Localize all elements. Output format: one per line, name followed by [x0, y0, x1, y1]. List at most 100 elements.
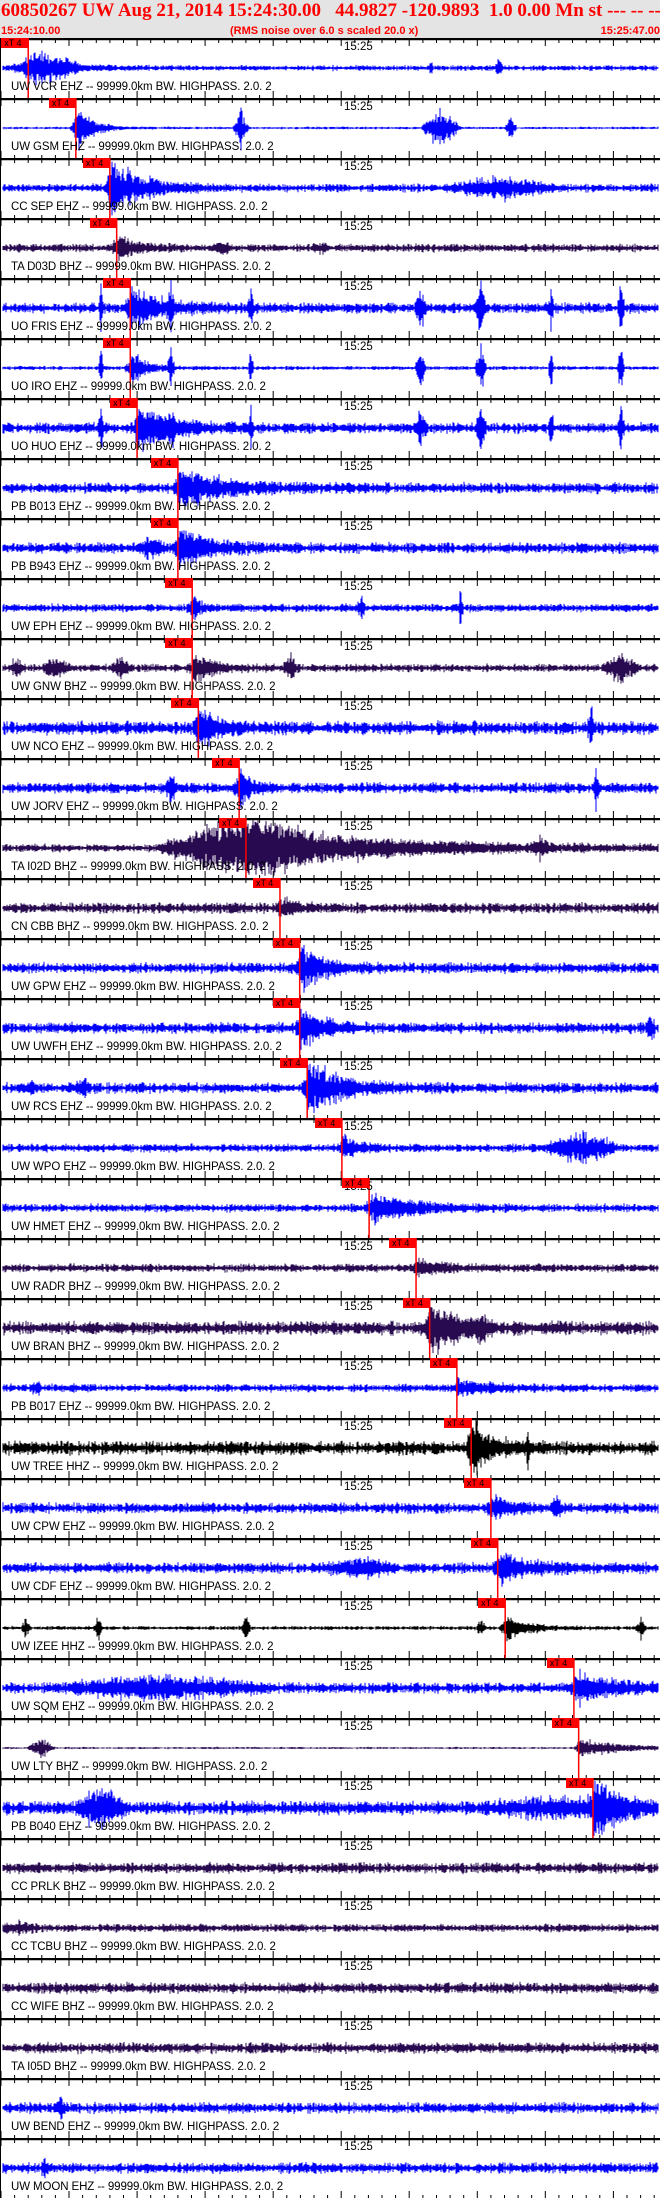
station-label: UW SQM EHZ -- 99999.0km BW. HIGHPASS. 2.… [11, 1701, 274, 1713]
time-axis [1, 158, 660, 218]
time-axis [1, 938, 660, 998]
pick-marker: xT 4 [402, 1298, 430, 1308]
waveform [2, 404, 659, 452]
station-label: TA D03D BHZ -- 99999.0km BW. HIGHPASS. 2… [11, 261, 271, 273]
trace-row: 15:25 UW JORV EHZ -- 99999.0km BW. HIGHPA… [1, 758, 660, 818]
trace-row: 15:25 TA I02D BHZ -- 99999.0km BW. HIGHPA… [1, 818, 660, 878]
pick-marker: xT 4 [218, 818, 246, 828]
trace-row: 15:25 CN CBB BHZ -- 99999.0km BW. HIGHPAS… [1, 878, 660, 938]
tick-label: 15:25 [344, 161, 373, 173]
waveform [2, 706, 659, 747]
trace-row: 15:25 CC WIFE BHZ -- 99999.0km BW. HIGHPA… [1, 1958, 660, 2018]
pick-marker: xT 4 [272, 998, 300, 1008]
waveform [2, 820, 659, 876]
station-label: PB B040 EHZ -- 99999.0km BW. HIGHPASS. 2… [11, 1821, 271, 1833]
station-label: UW JORV EHZ -- 99999.0km BW. HIGHPASS. 2… [11, 801, 278, 813]
waveform [2, 161, 659, 216]
station-label: PB B943 EHZ -- 99999.0km BW. HIGHPASS. 2… [11, 561, 271, 573]
time-axis [1, 1958, 660, 2018]
trace-row: 15:25 UW LTY BHZ -- 99999.0km BW. HIGHPAS… [1, 1718, 660, 1778]
waveform [2, 1552, 659, 1587]
trace-row: 15:25 UW MOON EHZ -- 99999.0km BW. HIGHPA… [1, 2138, 660, 2198]
event-title: 60850267 UW Aug 21, 2014 15:24:30.00 44.… [1, 0, 660, 21]
station-label: UW GPW EHZ -- 99999.0km BW. HIGHPASS. 2.… [11, 981, 275, 993]
pick-marker: xT 4 [171, 698, 199, 708]
tick-label: 15:25 [344, 1901, 373, 1913]
time-axis [1, 638, 660, 698]
tick-label: 15:25 [344, 761, 373, 773]
trace-row: 15:25 UW RCS EHZ -- 99999.0km BW. HIGHPAS… [1, 1058, 660, 1118]
trace-row: 15:25 UW RADR BHZ -- 99999.0km BW. HIGHPA… [1, 1238, 660, 1298]
waveform [2, 1919, 659, 1936]
trace-row: 15:25 UW UWFH EHZ -- 99999.0km BW. HIGHPA… [1, 998, 660, 1058]
tick-label: 15:25 [344, 461, 373, 473]
time-axis [1, 818, 660, 878]
pick-marker: xT 4 [48, 98, 76, 108]
waveform [2, 280, 659, 333]
pick-marker: xT 4 [389, 1238, 417, 1248]
pick-marker: xT 4 [478, 1598, 506, 1608]
time-axis [1, 578, 660, 638]
station-label: UW CDF EHZ -- 99999.0km BW. HIGHPASS. 2.… [11, 1581, 271, 1593]
pick-marker: xT 4 [82, 158, 110, 168]
station-label: UW RCS EHZ -- 99999.0km BW. HIGHPASS. 2.… [11, 1101, 272, 1113]
tick-label: 15:25 [344, 881, 373, 893]
scaling-note: (RMS noise over 6.0 s scaled 20.0 x) [230, 25, 419, 37]
trace-row: 15:25 PB B013 EHZ -- 99999.0km BW. HIGHPA… [1, 458, 660, 518]
tick-label: 15:25 [344, 821, 373, 833]
station-label: TA I02D BHZ -- 99999.0km BW. HIGHPASS. 2… [11, 861, 266, 873]
tick-label: 15:25 [344, 41, 373, 53]
tick-label: 15:25 [344, 1361, 373, 1373]
station-label: UW NCO EHZ -- 99999.0km BW. HIGHPASS. 2.… [11, 741, 273, 753]
station-label: UW BRAN BHZ -- 99999.0km BW. HIGHPASS. 2… [11, 1341, 280, 1353]
tick-label: 15:25 [344, 941, 373, 953]
waveform [2, 470, 659, 507]
waveform [2, 107, 659, 151]
waveform [2, 1008, 659, 1050]
pick-marker: xT 4 [252, 878, 280, 888]
waveform [2, 235, 659, 261]
station-label: TA I05D BHZ -- 99999.0km BW. HIGHPASS. 2… [11, 2061, 266, 2073]
time-axis [1, 878, 660, 938]
time-axis [1, 998, 660, 1058]
trace-row: 15:25 UW EPH EHZ -- 99999.0km BW. HIGHPAS… [1, 578, 660, 638]
trace-row: 15:25 PB B943 EHZ -- 99999.0km BW. HIGHPA… [1, 518, 660, 578]
station-label: UW IZEE HHZ -- 99999.0km BW. HIGHPASS. 2… [11, 1641, 274, 1653]
pick-marker: xT 4 [103, 278, 131, 288]
trace-row: 15:25 UW VCR EHZ -- 99999.0km BW. HIGHPAS… [1, 38, 660, 98]
tick-label: 15:25 [344, 221, 373, 233]
waveform [2, 1780, 659, 1836]
tick-label: 15:25 [344, 2141, 373, 2153]
tick-label: 15:25 [344, 1601, 373, 1613]
trace-row: 15:25 UO IRO EHZ -- 99999.0km BW. HIGHPAS… [1, 338, 660, 398]
station-label: UW MOON EHZ -- 99999.0km BW. HIGHPASS. 2… [11, 2181, 283, 2193]
station-label: UW BEND EHZ -- 99999.0km BW. HIGHPASS. 2… [11, 2121, 280, 2133]
tick-label: 15:25 [344, 1781, 373, 1793]
tick-label: 15:25 [344, 581, 373, 593]
trace-row: 15:25 UO FRIS EHZ -- 99999.0km BW. HIGHPA… [1, 278, 660, 338]
station-label: UO FRIS EHZ -- 99999.0km BW. HIGHPASS. 2… [11, 321, 272, 333]
waveform [2, 945, 659, 993]
pick-marker: xT 4 [551, 1718, 579, 1728]
trace-row: 15:25 UW GPW EHZ -- 99999.0km BW. HIGHPAS… [1, 938, 660, 998]
waveform [2, 591, 659, 624]
pick-marker: xT 4 [314, 1118, 342, 1128]
seismogram-plot: 15:25 UW VCR EHZ -- 99999.0km BW. HIGHPAS… [0, 38, 660, 2198]
trace-row: 15:25 CC SEP EHZ -- 99999.0km BW. HIGHPAS… [1, 158, 660, 218]
trace-row: 15:25 TA I05D BHZ -- 99999.0km BW. HIGHPA… [1, 2018, 660, 2078]
station-label: PB B013 EHZ -- 99999.0km BW. HIGHPASS. 2… [11, 501, 271, 513]
station-label: CN CBB BHZ -- 99999.0km BW. HIGHPASS. 2.… [11, 921, 269, 933]
time-axis [1, 1298, 660, 1358]
waveform [2, 1981, 659, 1995]
trace-row: 15:25 UO HUO EHZ -- 99999.0km BW. HIGHPAS… [1, 398, 660, 458]
trace-row: 15:25 UW NCO EHZ -- 99999.0km BW. HIGHPAS… [1, 698, 660, 758]
trace-row: 15:25 UW BEND EHZ -- 99999.0km BW. HIGHPA… [1, 2078, 660, 2138]
pick-marker: xT 4 [110, 398, 138, 408]
waveform [2, 1420, 659, 1476]
tick-label: 15:25 [344, 1241, 373, 1253]
tick-label: 15:25 [344, 1721, 373, 1733]
pick-marker: xT 4 [272, 938, 300, 948]
waveform [2, 343, 659, 387]
waveform [2, 2096, 659, 2120]
pick-marker: xT 4 [165, 578, 193, 588]
